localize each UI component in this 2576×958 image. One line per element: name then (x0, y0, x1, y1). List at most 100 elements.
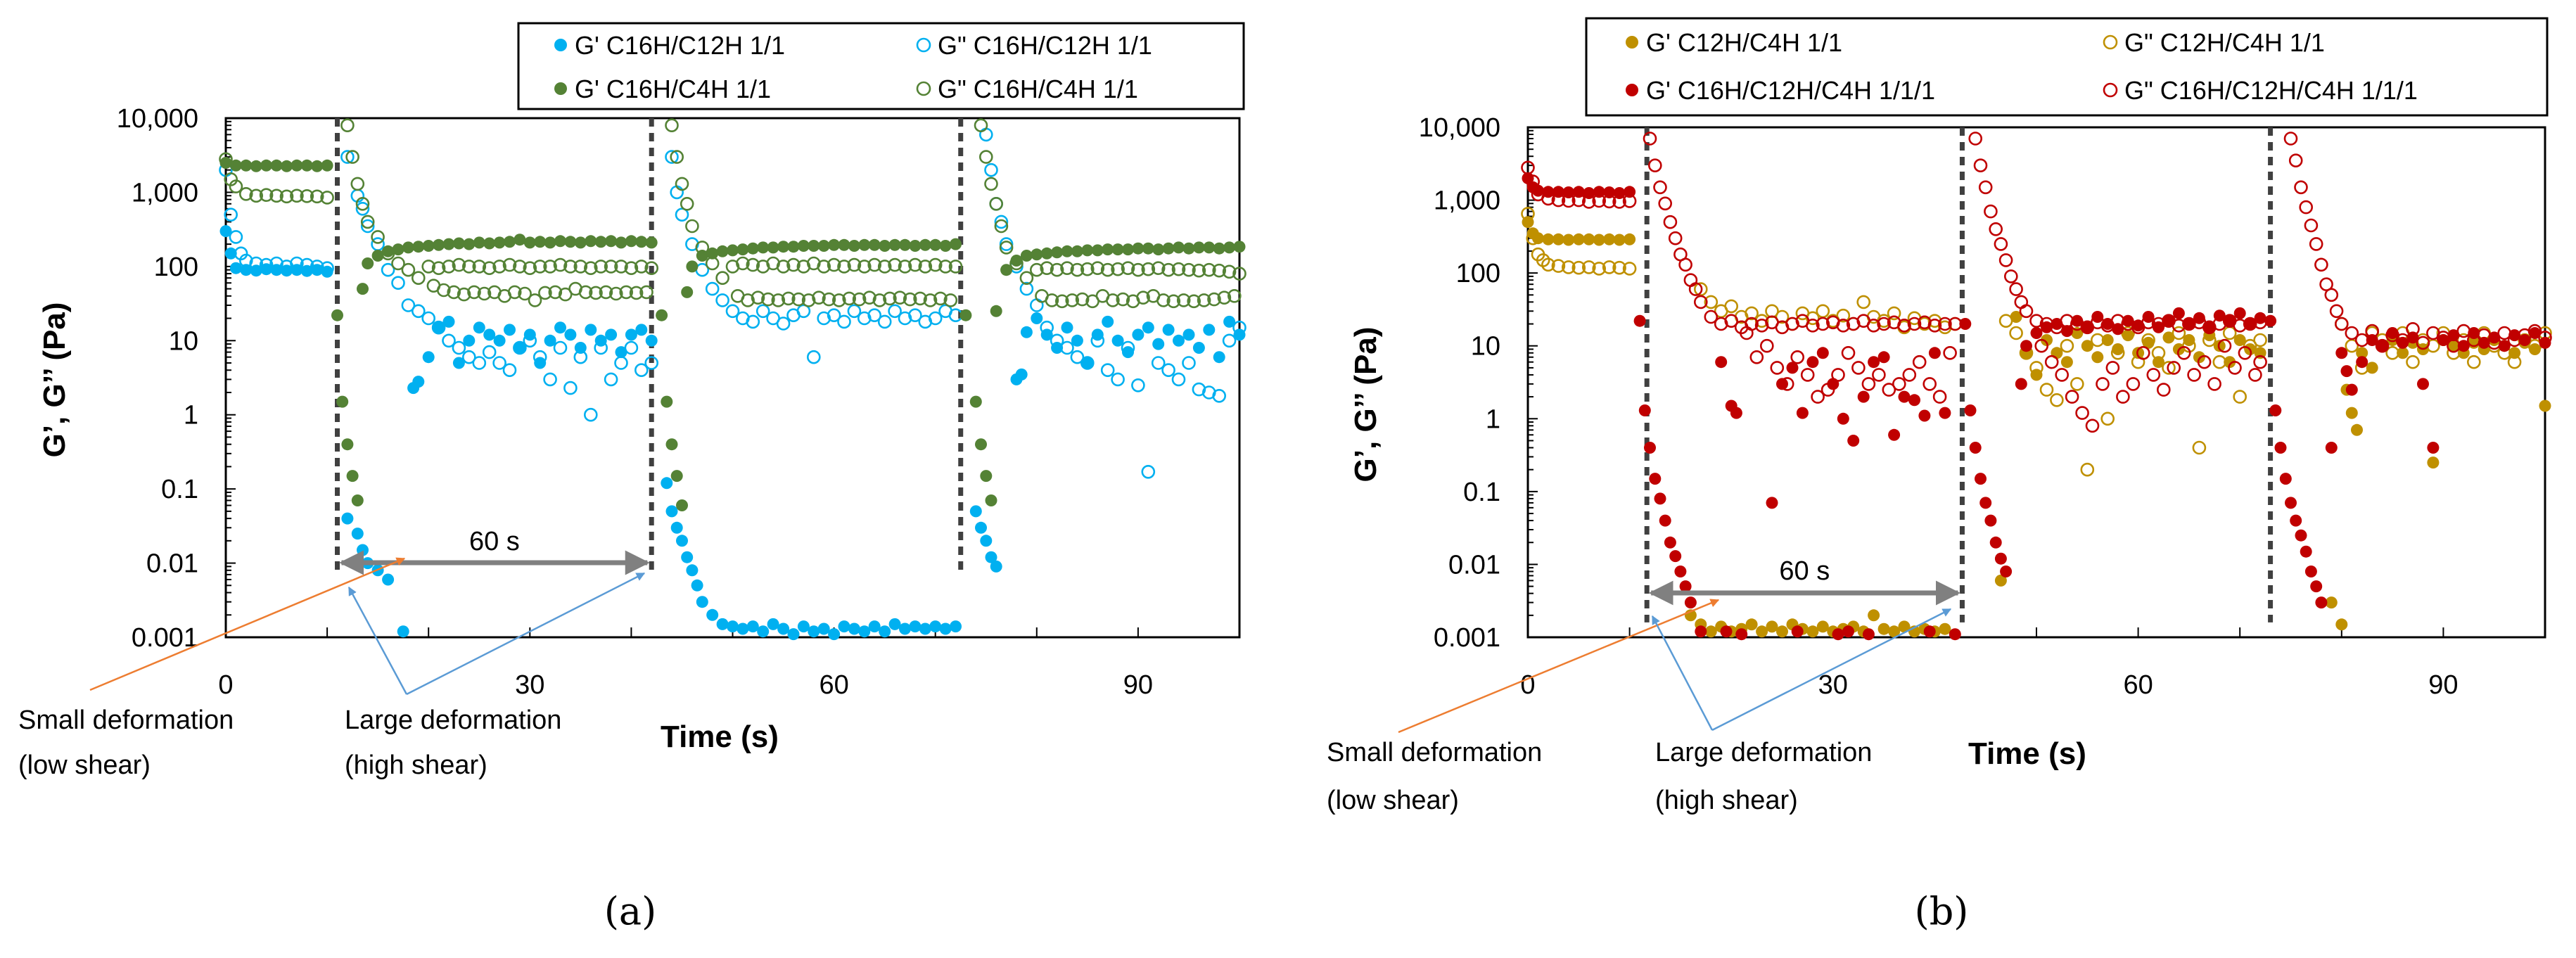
data-point (1841, 345, 1856, 360)
data-point (1837, 412, 1849, 425)
data-point (346, 470, 359, 483)
data-point (2529, 343, 2541, 355)
large-deformation-pointer (347, 586, 408, 695)
data-point (300, 159, 313, 172)
data-point (502, 257, 517, 272)
data-point (751, 290, 765, 305)
data-point (1187, 294, 1201, 309)
data-point (238, 186, 253, 201)
data-point (2193, 351, 2205, 364)
data-point (1624, 233, 1636, 245)
data-point (2356, 347, 2368, 359)
data-point (2162, 314, 2175, 327)
data-point (1203, 324, 1216, 336)
data-point (219, 225, 232, 238)
data-point (2126, 377, 2141, 391)
data-point (761, 292, 775, 307)
data-point (442, 333, 456, 348)
data-point (776, 317, 791, 331)
legend-label: G' C16H/C12H 1/1 (575, 31, 785, 60)
data-point (2080, 462, 2095, 477)
data-point (422, 240, 435, 252)
data-point (1166, 294, 1181, 309)
data-point (950, 238, 962, 250)
data-point (827, 308, 841, 323)
data-point (2325, 596, 2338, 609)
data-point (879, 625, 891, 638)
data-point (2238, 345, 2252, 360)
data-point (1111, 334, 1124, 347)
data-point (1633, 314, 1646, 327)
data-point (452, 340, 466, 355)
data-point (1192, 342, 1205, 354)
legend-label: G' C16H/C12H/C4H 1/1/1 (1646, 76, 1935, 105)
data-point (1111, 262, 1125, 276)
data-point (281, 160, 293, 172)
data-point (777, 622, 790, 635)
data-point (1984, 204, 1998, 219)
data-point (877, 314, 892, 329)
data-point (1821, 383, 1835, 397)
data-point (727, 244, 739, 257)
data-point (2385, 345, 2399, 360)
data-point (1040, 320, 1054, 335)
data-point (473, 236, 485, 249)
data-point (260, 263, 273, 276)
data-point (893, 290, 907, 305)
data-point (842, 291, 856, 306)
data-point (1593, 234, 1605, 246)
data-point (1192, 241, 1205, 254)
data-point (2141, 315, 2155, 330)
data-point (507, 285, 522, 300)
data-point (533, 260, 547, 274)
data-point (681, 286, 694, 298)
data-point (2285, 497, 2297, 509)
data-point (574, 236, 587, 249)
data-point (2172, 326, 2186, 340)
data-point (1654, 492, 1666, 505)
data-point (847, 304, 862, 319)
data-point (1020, 250, 1033, 262)
data-point (1583, 233, 1595, 245)
data-point (523, 333, 537, 348)
data-point (411, 304, 426, 319)
data-point (817, 260, 831, 274)
data-point (1653, 180, 1667, 195)
data-point (320, 191, 334, 205)
data-point (523, 236, 536, 249)
data-point (1948, 317, 1963, 331)
data-point (796, 304, 811, 319)
data-point (300, 189, 314, 203)
series-2 (219, 157, 1246, 511)
data-point (1836, 318, 1851, 333)
data-point (1100, 363, 1115, 378)
data-point (2243, 317, 2257, 331)
data-point (2345, 326, 2359, 340)
data-point (1132, 242, 1144, 255)
data-point (858, 238, 871, 251)
data-point (1562, 193, 1576, 208)
data-point (1648, 158, 1662, 172)
data-point (2233, 334, 2246, 346)
data-point (746, 257, 760, 272)
data-point (705, 281, 720, 296)
data-point (852, 292, 867, 307)
y-tick-label: 1 (1486, 404, 1500, 434)
data-point (1173, 241, 1185, 254)
data-point (1776, 378, 1788, 390)
data-point (2060, 325, 2073, 338)
large-deformation-label: Large deformation (1655, 738, 1872, 767)
data-point (2395, 333, 2410, 347)
data-point (514, 234, 526, 246)
data-point (382, 573, 395, 586)
data-point (1902, 368, 1917, 382)
data-point (1151, 356, 1166, 370)
data-point (1872, 368, 1886, 382)
data-point (504, 236, 516, 248)
data-point (635, 236, 648, 248)
data-point (605, 235, 618, 248)
data-point (1212, 388, 1226, 403)
data-point (680, 196, 694, 211)
data-point (483, 237, 496, 250)
data-point (619, 285, 634, 300)
